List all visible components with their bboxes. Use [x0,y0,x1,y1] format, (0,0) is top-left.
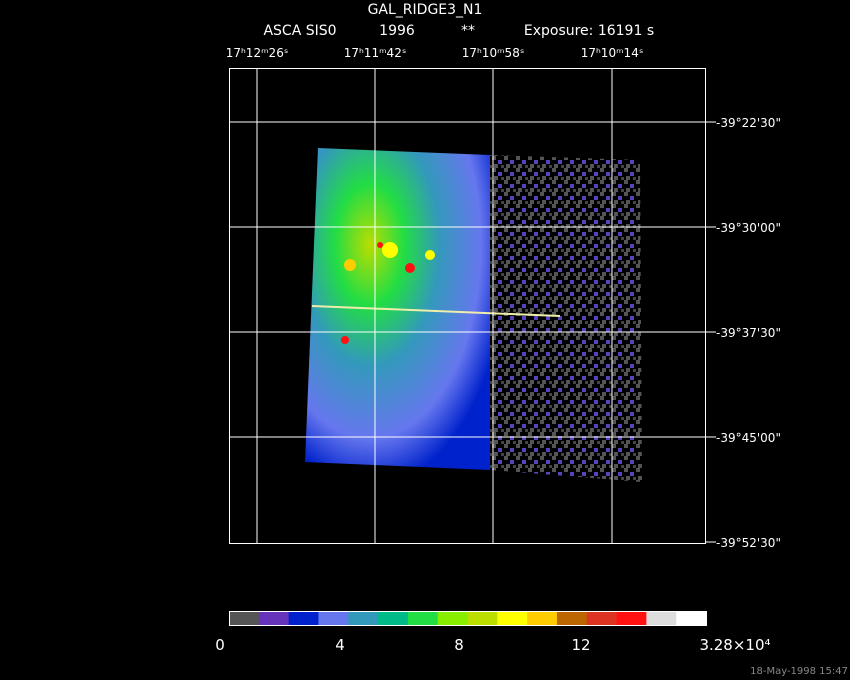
colorbar-label: 12 [571,636,590,654]
colorbar-segment [586,611,618,625]
colorbar-label: 8 [454,636,464,654]
colorbar-label: 0 [215,636,225,654]
colorbar-segment [348,611,379,625]
colorbar-label: 3.28×10⁴ [699,636,770,654]
ra-label: 17ʰ10ᵐ58ˢ [462,46,525,60]
colorbar-segment [288,611,319,625]
image [305,148,642,482]
dec-label: -39°37'30" [716,326,781,340]
colorbar-segment [407,611,439,625]
instrument: ASCA SIS0 [263,23,336,39]
colorbar-segment [616,611,647,625]
colorbar-label: 4 [335,636,345,654]
dec-label: -39°45'00" [716,431,781,445]
colorbar-segment [497,611,528,625]
ra-label: 17ʰ11ᵐ42ˢ [344,46,407,60]
colorbar-segment [318,611,349,625]
coordinate-grid [229,68,706,544]
colorbar-segment [467,611,498,625]
flag: ** [461,23,475,39]
ra-label: 17ʰ10ᵐ14ˢ [581,46,644,60]
title: GAL_RIDGE3_N1 [368,2,483,18]
colorbar-segment [556,611,588,625]
dec-label: -39°30'00" [716,221,781,235]
colorbar-segment [646,611,677,625]
colorbar-segment [437,611,468,625]
colorbar-segment [378,611,409,625]
exposure: Exposure: 16191 s [524,23,654,39]
colorbar-segment [258,611,290,625]
dec-label: -39°22'30" [716,116,781,130]
ra-label: 17ʰ12ᵐ26ˢ [226,46,289,60]
colorbar-frame [229,611,707,626]
dec-label: -39°52'30" [716,536,781,550]
year: 1996 [379,23,415,39]
timestamp: 18-May-1998 15:47 [750,666,848,677]
colorbar-segment [229,611,260,625]
colorbar-segment [676,611,707,625]
colorbar-segment [527,611,558,625]
